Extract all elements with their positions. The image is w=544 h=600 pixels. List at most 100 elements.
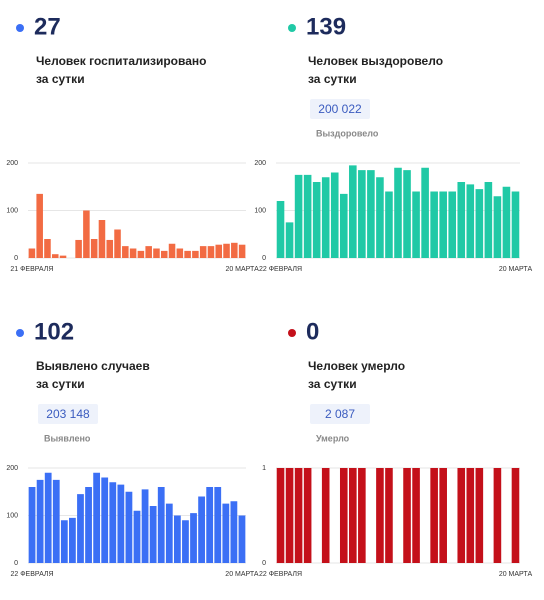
status-dot (288, 329, 296, 337)
bar (184, 250, 191, 258)
total-value: 2 087 (325, 407, 355, 421)
x-tick-label: 20 МАРТА (499, 571, 533, 578)
bar (457, 468, 466, 563)
bar (321, 468, 330, 563)
bar (190, 513, 197, 563)
bar (238, 244, 246, 258)
y-tick-label: 0 (14, 560, 18, 567)
bar (101, 477, 109, 563)
bar (349, 165, 357, 258)
bar (475, 189, 484, 258)
bar (358, 170, 366, 258)
bar (339, 468, 348, 563)
x-tick-label: 22 ФЕВРАЛЯ (259, 571, 302, 578)
subtitle: за сутки (308, 72, 357, 86)
bar (376, 177, 384, 258)
y-tick-label: 200 (254, 160, 266, 167)
bar (276, 201, 285, 258)
bar (448, 191, 457, 258)
status-dot (16, 329, 24, 337)
bar (493, 468, 502, 563)
bar (430, 191, 438, 258)
bar (230, 501, 238, 563)
bar (93, 472, 101, 563)
total-box (310, 404, 370, 424)
bar (475, 468, 484, 563)
y-tick-label: 100 (6, 207, 18, 214)
subtitle: Выявлено случаев (36, 359, 150, 373)
bar (36, 193, 43, 258)
bar (403, 170, 411, 258)
bar (141, 489, 149, 563)
bar (149, 506, 157, 563)
bar (349, 468, 357, 563)
y-tick-label: 200 (6, 465, 18, 472)
bar (214, 487, 222, 563)
bar (28, 487, 36, 563)
total-value: 200 022 (318, 102, 362, 116)
bar (176, 248, 184, 258)
subtitle: Человек умерло (308, 359, 405, 373)
bar (502, 186, 511, 258)
bar (385, 468, 393, 563)
bar (223, 243, 230, 258)
x-tick-label: 21 ФЕВРАЛЯ (10, 266, 53, 273)
y-tick-label: 0 (262, 560, 266, 567)
bar (173, 515, 181, 563)
y-tick-label: 100 (6, 512, 18, 519)
bar (44, 472, 52, 563)
bar (90, 239, 98, 258)
bar (207, 246, 215, 258)
bar (28, 248, 36, 258)
bar (394, 167, 402, 258)
subtitle: Человек выздоровело (308, 54, 443, 68)
bar (51, 254, 59, 258)
bar (439, 191, 447, 258)
subtitle: Человек госпитализировано (36, 54, 206, 68)
y-tick-label: 100 (254, 207, 266, 214)
x-tick-label: 20 МАРТА (225, 571, 259, 578)
bar (222, 503, 230, 563)
bar (85, 487, 92, 563)
bar (285, 222, 294, 258)
bar (160, 250, 168, 258)
bar (133, 510, 141, 563)
bar (122, 246, 129, 258)
subtitle: за сутки (36, 72, 85, 86)
bar (44, 239, 51, 258)
bar (36, 479, 44, 563)
y-tick-label: 0 (262, 255, 266, 262)
total-value: 203 148 (46, 407, 90, 421)
headline-number: 27 (34, 13, 61, 40)
bar (321, 177, 330, 258)
bar (385, 191, 393, 258)
status-dot (16, 24, 24, 32)
bar (192, 250, 199, 258)
bar (303, 468, 312, 563)
headline-number: 102 (34, 318, 74, 345)
total-box (310, 99, 370, 119)
bar (182, 520, 189, 563)
bar (312, 182, 321, 258)
bar (330, 172, 339, 258)
bar (168, 243, 176, 258)
bar (412, 468, 420, 563)
bar (165, 503, 173, 563)
total-label: Умерло (316, 433, 350, 443)
bar (145, 246, 152, 258)
bar (157, 487, 165, 563)
y-tick-label: 1 (262, 465, 266, 472)
x-tick-label: 22 ФЕВРАЛЯ (259, 266, 302, 273)
x-tick-label: 20 МАРТА (499, 266, 533, 273)
bar (215, 244, 223, 258)
bar (466, 184, 475, 258)
total-box (38, 404, 98, 424)
bar (206, 487, 214, 563)
bar (52, 479, 60, 563)
x-tick-label: 22 ФЕВРАЛЯ (10, 571, 53, 578)
bar (303, 174, 312, 258)
bar (466, 468, 475, 563)
bar (114, 229, 121, 258)
bar (439, 468, 447, 563)
